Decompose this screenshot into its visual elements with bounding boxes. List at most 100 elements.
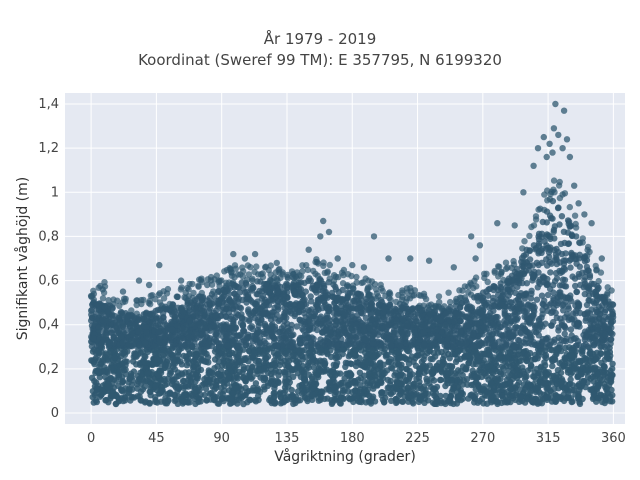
data-point [225, 362, 233, 369]
data-point [398, 329, 406, 336]
data-point [137, 369, 144, 377]
data-point [430, 377, 438, 384]
data-point [508, 372, 515, 379]
data-point [200, 380, 208, 387]
data-point [394, 397, 401, 404]
data-point [549, 362, 556, 370]
data-point [315, 373, 322, 381]
data-point [119, 387, 126, 394]
data-point [468, 391, 475, 398]
data-point [134, 385, 141, 392]
data-point [206, 368, 214, 375]
data-point [450, 342, 458, 349]
data-point [371, 371, 378, 379]
data-point [389, 365, 396, 372]
data-point [334, 390, 341, 397]
data-point [416, 392, 423, 399]
data-point [357, 292, 365, 299]
data-point [553, 245, 560, 253]
data-point [327, 353, 335, 361]
data-point [556, 341, 564, 348]
data-point [290, 352, 297, 359]
data-point [369, 323, 377, 331]
data-point [565, 381, 572, 389]
data-point [586, 310, 594, 317]
data-point [351, 341, 358, 348]
data-point [570, 387, 578, 394]
data-point [456, 392, 463, 399]
data-point [492, 393, 500, 400]
data-point [161, 350, 168, 357]
data-point [437, 376, 445, 384]
data-point [501, 358, 509, 365]
data-point [410, 400, 417, 407]
data-point [289, 392, 296, 399]
data-point [546, 212, 554, 219]
data-point [206, 390, 213, 397]
data-point [233, 385, 240, 392]
data-point [412, 315, 419, 323]
data-point [129, 393, 136, 401]
data-point [298, 381, 306, 389]
data-point [163, 380, 171, 387]
data-point [587, 348, 594, 356]
data-point [430, 385, 437, 392]
data-point [333, 311, 340, 319]
data-point [528, 287, 535, 294]
data-point [592, 316, 599, 323]
data-point [422, 386, 429, 393]
data-point [562, 356, 569, 363]
data-point [104, 308, 111, 316]
data-point [288, 386, 295, 394]
data-point [215, 297, 223, 304]
data-point [211, 335, 218, 343]
data-point [108, 364, 115, 372]
data-point [585, 287, 592, 294]
data-point [159, 386, 166, 394]
data-point [475, 333, 482, 340]
chart-title-line-2: Koordinat (Sweref 99 TM): E 357795, N 61… [138, 51, 502, 69]
data-point [306, 390, 313, 398]
data-point [504, 388, 511, 395]
data-point [304, 395, 311, 403]
data-point [177, 358, 184, 365]
data-point [247, 324, 254, 331]
data-point [192, 347, 199, 355]
data-point [271, 323, 279, 330]
data-point [442, 392, 449, 400]
data-point [499, 381, 507, 388]
data-point [421, 352, 428, 360]
data-point [307, 293, 314, 300]
data-point [524, 351, 531, 358]
data-point [252, 398, 260, 405]
data-point [507, 289, 514, 296]
data-point [282, 397, 289, 404]
data-point [449, 350, 456, 358]
data-point [237, 391, 244, 398]
data-point [345, 353, 352, 360]
data-point [345, 379, 352, 387]
data-point [134, 393, 141, 400]
data-point [179, 371, 186, 378]
data-point [415, 370, 422, 378]
data-point [507, 363, 514, 370]
data-point [218, 340, 225, 347]
data-point [472, 374, 479, 381]
data-point [161, 375, 168, 383]
data-point [576, 387, 583, 394]
data-point [453, 372, 460, 379]
data-point [556, 282, 564, 289]
data-point [346, 372, 353, 379]
data-point [369, 347, 376, 354]
data-point [479, 294, 486, 301]
data-point [174, 349, 182, 356]
data-point [567, 264, 574, 271]
data-point [98, 349, 106, 356]
data-point [426, 380, 433, 387]
data-point [149, 361, 156, 369]
data-point [595, 395, 602, 402]
data-point [501, 340, 508, 348]
data-point [362, 399, 370, 406]
data-point [231, 284, 238, 291]
